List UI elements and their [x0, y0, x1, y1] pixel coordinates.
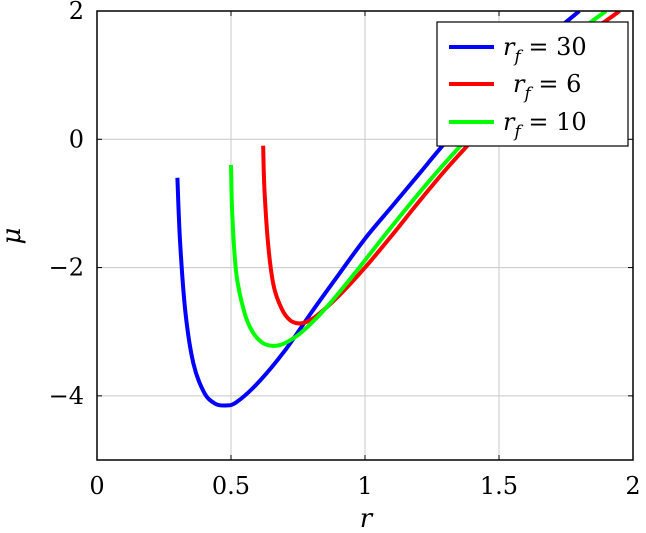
x-tick-label: 2 — [625, 472, 640, 500]
y-tick-label: 2 — [69, 0, 84, 25]
x-tick-label: 0 — [89, 472, 104, 500]
ticks — [96, 10, 634, 460]
y-tick-label: 0 — [69, 125, 84, 153]
y-tick-label: −4 — [49, 382, 84, 410]
x-axis-label: r — [360, 504, 374, 533]
x-tick-label: 1.5 — [480, 472, 518, 500]
tick-labels: 0 0.5 1 1.5 2 −4 −2 0 2 — [49, 0, 641, 500]
legend: rf = 30 rf = 6 rf = 10 — [436, 21, 629, 147]
legend-label-rf6: rf = 6 — [513, 70, 581, 104]
y-tick-label: −2 — [49, 254, 84, 282]
legend-label-rf10: rf = 10 — [503, 108, 587, 142]
x-tick-label: 0.5 — [212, 472, 250, 500]
legend-label-rf30: rf = 30 — [503, 33, 587, 67]
y-axis-label: μ — [0, 228, 27, 245]
x-tick-label: 1 — [357, 472, 372, 500]
